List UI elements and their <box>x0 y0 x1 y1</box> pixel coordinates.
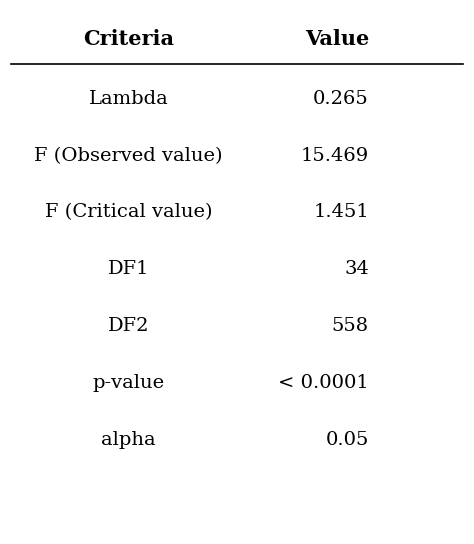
Text: 558: 558 <box>332 317 369 335</box>
Text: < 0.0001: < 0.0001 <box>278 374 369 392</box>
Text: Lambda: Lambda <box>89 90 168 108</box>
Text: Criteria: Criteria <box>83 29 174 50</box>
Text: 0.05: 0.05 <box>326 431 369 449</box>
Text: Value: Value <box>305 29 369 50</box>
Text: alpha: alpha <box>101 431 156 449</box>
Text: F (Observed value): F (Observed value) <box>35 147 223 165</box>
Text: 0.265: 0.265 <box>313 90 369 108</box>
Text: 15.469: 15.469 <box>301 147 369 165</box>
Text: DF1: DF1 <box>108 260 149 279</box>
Text: DF2: DF2 <box>108 317 149 335</box>
Text: 1.451: 1.451 <box>313 203 369 221</box>
Text: p-value: p-value <box>92 374 164 392</box>
Text: F (Critical value): F (Critical value) <box>45 203 212 221</box>
Text: 34: 34 <box>344 260 369 279</box>
